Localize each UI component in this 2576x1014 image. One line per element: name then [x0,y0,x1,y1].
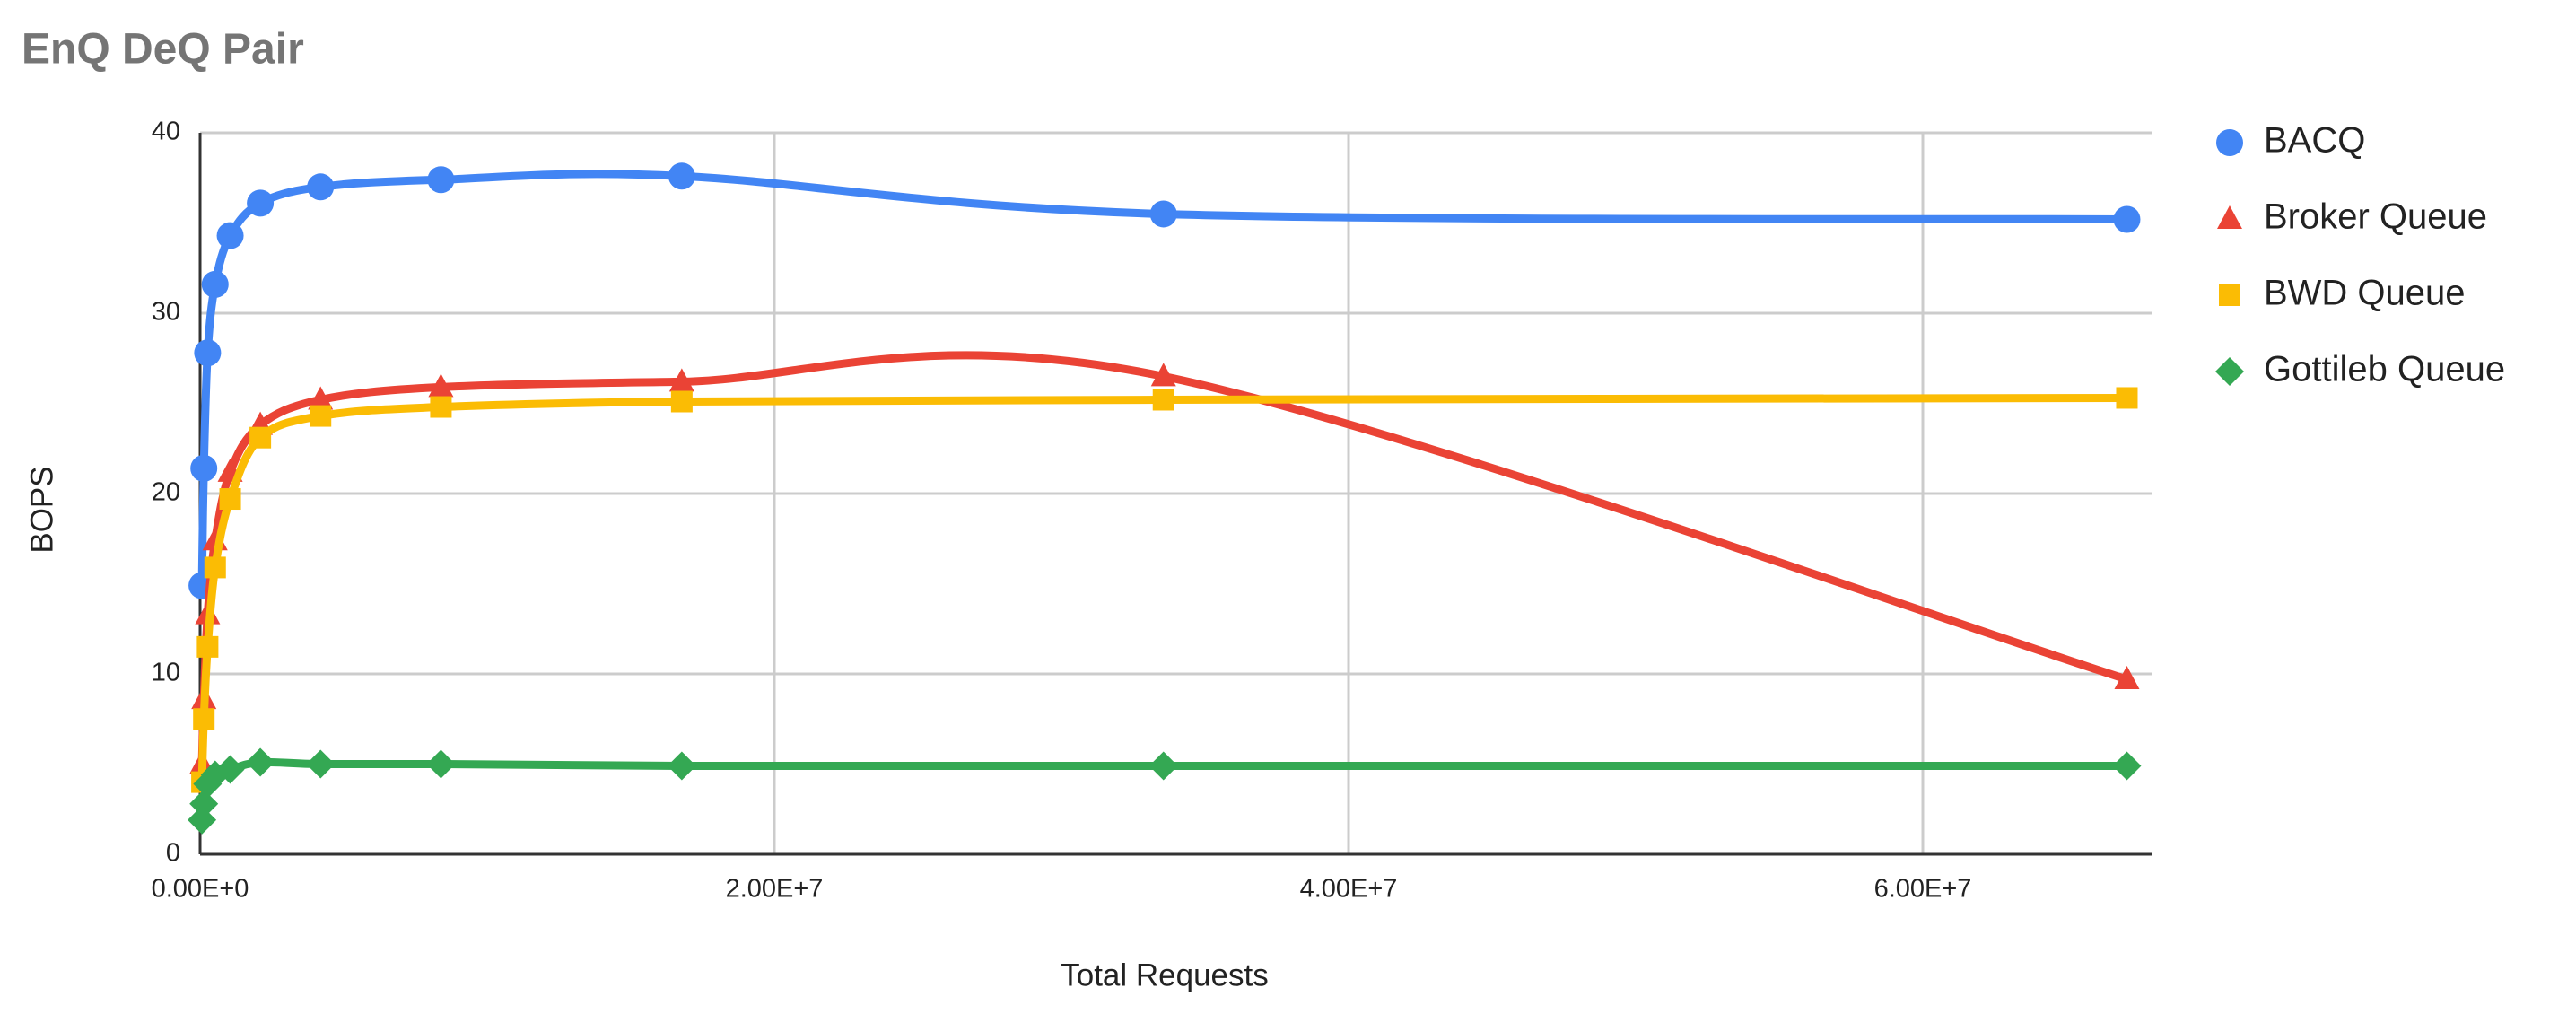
data-point [193,708,215,730]
x-tick-label: 4.00E+7 [1300,875,1398,904]
data-point [247,189,275,217]
x-tick-label: 2.00E+7 [726,875,824,904]
data-point [219,488,241,511]
x-tick-label: 0.00E+0 [152,875,249,904]
legend-label: BACQ [2264,121,2365,161]
legend-marker [2216,129,2243,156]
data-point [190,454,218,482]
data-point [189,789,219,818]
series-line [197,393,2127,782]
data-point [670,390,693,413]
data-point [310,405,332,427]
data-point [2112,751,2142,781]
legend-marker [2215,357,2244,386]
legend-marker [2217,205,2242,229]
data-point [1148,751,1178,781]
chart-title: EnQ DeQ Pair [22,26,304,74]
y-axis-label: BOPS [24,466,59,553]
y-tick-label: 40 [152,118,180,146]
data-point [201,270,229,298]
data-point [1152,389,1174,411]
y-tick-label: 0 [166,839,180,868]
legend-label: BWD Queue [2264,274,2466,313]
legend-marker [2219,284,2240,306]
data-point [1150,363,1176,387]
data-point [308,386,334,410]
series-line [197,351,2128,765]
x-tick-label: 6.00E+7 [1874,875,1972,904]
data-point [1149,200,1177,228]
data-point [668,162,695,190]
data-point [430,396,452,418]
data-point [2114,666,2140,690]
data-point [216,222,244,249]
data-point [196,635,219,658]
data-point [249,426,272,449]
legend-label: Gottileb Queue [2264,350,2505,389]
y-tick-label: 30 [152,298,180,327]
data-point [246,747,275,777]
data-point [204,556,226,579]
data-point [2113,205,2141,233]
data-point [2116,387,2138,409]
data-point [307,173,335,201]
data-point [427,166,455,194]
data-point [306,749,336,779]
data-point [667,751,696,781]
data-point [668,368,694,392]
y-tick-label: 20 [152,478,180,507]
data-point [215,755,245,784]
data-point [426,749,456,779]
x-axis-label: Total Requests [1061,957,1269,992]
legend-label: Broker Queue [2264,197,2487,237]
data-point [428,373,454,398]
data-point [194,339,222,367]
y-tick-label: 10 [152,659,180,687]
